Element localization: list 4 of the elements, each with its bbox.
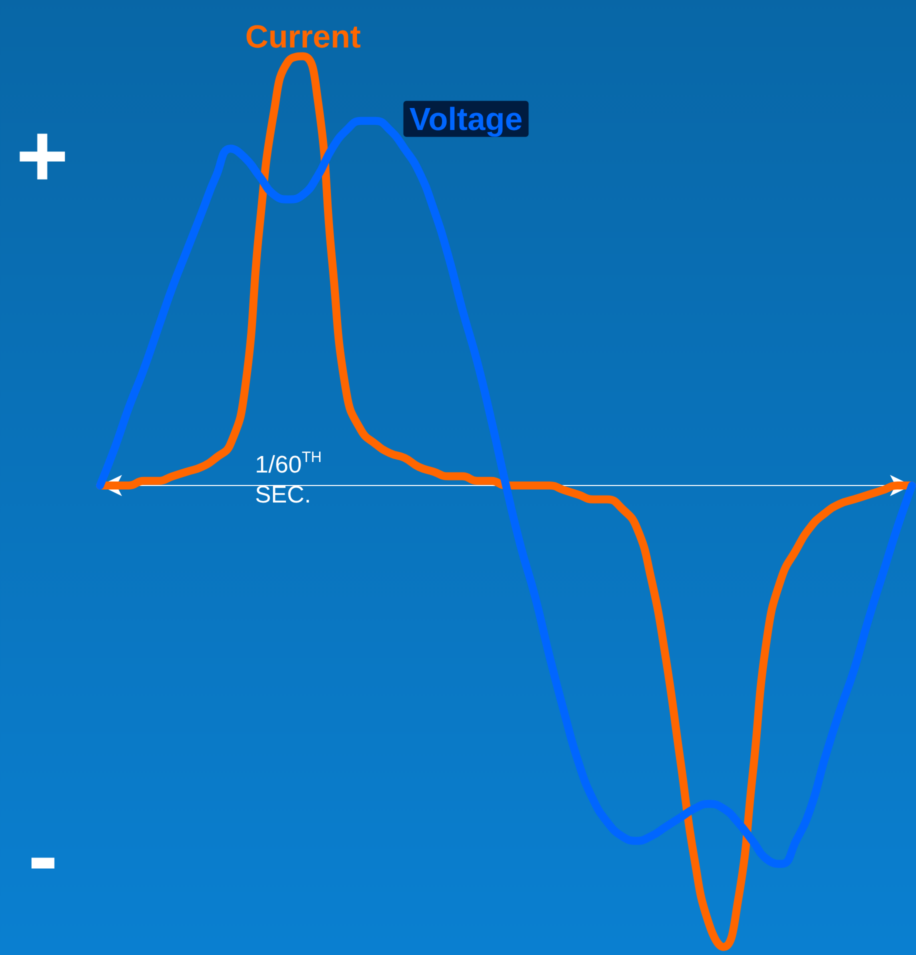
series-label: Voltage xyxy=(409,100,523,137)
text: - xyxy=(28,806,58,906)
series-label: Current xyxy=(245,18,362,54)
text: + xyxy=(16,106,69,206)
